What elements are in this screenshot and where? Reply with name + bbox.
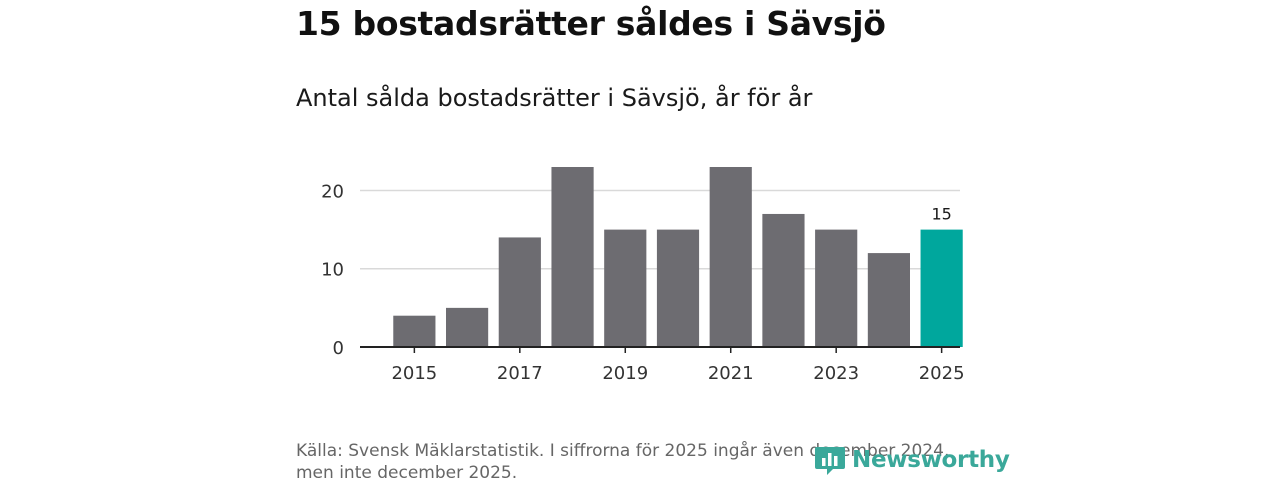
- bar-2023: [815, 229, 858, 347]
- bar-2018: [551, 167, 594, 347]
- x-tick-label-2021: 2021: [708, 363, 754, 384]
- bar-chart: 0 10 20 2015 2017 2019 2021 2023 2025 15: [321, 167, 965, 384]
- source-note: Källa: Svensk Mäklarstatistik. I siffror…: [296, 441, 950, 483]
- bars: [393, 167, 963, 347]
- y-tick-label-0: 0: [333, 338, 344, 359]
- y-tick-label-20: 20: [321, 181, 344, 202]
- x-tick-label-2015: 2015: [391, 363, 437, 384]
- labels: 0 10 20 2015 2017 2019 2021 2023 2025 15: [321, 181, 964, 384]
- bar-2016: [446, 307, 489, 347]
- bar-2024: [867, 253, 910, 347]
- bar-chart-logo-icon: [815, 447, 845, 475]
- logo-text: Newsworthy: [852, 447, 1010, 473]
- bar-2015: [393, 315, 436, 347]
- data-label-2025: 15: [931, 205, 951, 224]
- bar-2020: [656, 229, 700, 347]
- bar-2019: [604, 229, 647, 347]
- x-tick-label-2023: 2023: [813, 363, 859, 384]
- y-tick-label-10: 10: [321, 260, 344, 281]
- axes: [360, 346, 960, 353]
- bar-2017: [498, 237, 541, 347]
- x-tick-label-2025: 2025: [919, 363, 965, 384]
- x-tick-label-2019: 2019: [602, 363, 648, 384]
- bar-2022: [762, 213, 805, 347]
- bar-2025: [920, 229, 963, 347]
- chart-title: 15 bostadsrätter såldes i Sävsjö: [296, 4, 886, 43]
- x-tick-label-2017: 2017: [497, 363, 543, 384]
- newsworthy-logo: Newsworthy: [814, 444, 1010, 476]
- chart-subtitle: Antal sålda bostadsrätter i Sävsjö, år f…: [296, 84, 813, 112]
- bar-2021: [709, 167, 752, 347]
